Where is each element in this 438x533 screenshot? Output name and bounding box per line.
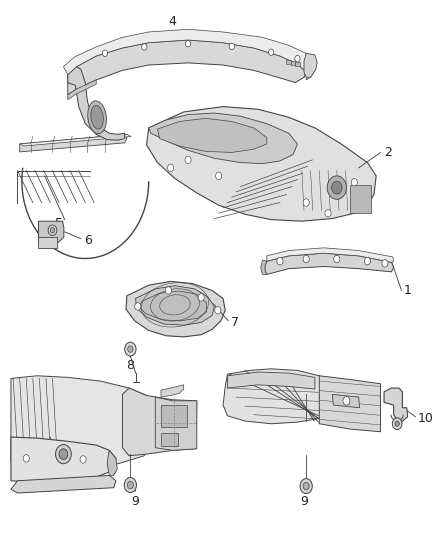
Bar (161, 433, 178, 446)
Circle shape (135, 303, 141, 310)
Bar (161, 405, 187, 427)
Polygon shape (306, 61, 315, 80)
Circle shape (332, 181, 342, 194)
Circle shape (128, 346, 133, 352)
Polygon shape (149, 113, 297, 164)
Polygon shape (11, 376, 151, 469)
Circle shape (125, 342, 136, 356)
Text: 2: 2 (384, 146, 392, 159)
Circle shape (59, 449, 68, 459)
Circle shape (215, 306, 221, 314)
Circle shape (102, 50, 108, 56)
Circle shape (142, 44, 147, 50)
Circle shape (325, 209, 331, 217)
Text: 3: 3 (44, 450, 52, 463)
Circle shape (382, 260, 388, 267)
Polygon shape (161, 385, 184, 397)
Circle shape (124, 478, 137, 492)
Polygon shape (223, 369, 335, 424)
Polygon shape (126, 281, 225, 337)
Bar (350, 185, 371, 213)
Polygon shape (139, 291, 206, 321)
Circle shape (127, 481, 134, 489)
Polygon shape (304, 53, 317, 77)
Circle shape (277, 257, 283, 265)
Polygon shape (68, 40, 306, 95)
Polygon shape (158, 118, 267, 152)
Circle shape (23, 455, 29, 462)
Polygon shape (20, 134, 131, 146)
Polygon shape (332, 394, 360, 408)
Text: 10: 10 (418, 412, 434, 425)
Circle shape (343, 397, 350, 405)
Circle shape (395, 421, 399, 426)
Circle shape (165, 287, 171, 294)
Bar (286, 60, 291, 64)
Polygon shape (68, 80, 96, 100)
Polygon shape (64, 29, 315, 75)
Text: 9: 9 (132, 495, 140, 507)
Polygon shape (68, 67, 125, 140)
Polygon shape (319, 376, 381, 432)
Circle shape (392, 418, 402, 430)
Polygon shape (261, 260, 267, 274)
Circle shape (327, 176, 346, 199)
Polygon shape (384, 388, 408, 421)
Text: 9: 9 (300, 495, 308, 507)
Ellipse shape (91, 106, 103, 129)
Polygon shape (267, 248, 394, 262)
Polygon shape (107, 450, 117, 475)
Text: 1: 1 (403, 284, 411, 297)
Circle shape (295, 55, 300, 62)
Text: 8: 8 (126, 359, 134, 372)
Circle shape (300, 479, 312, 494)
Circle shape (215, 172, 222, 180)
Polygon shape (155, 397, 197, 450)
Circle shape (56, 445, 71, 464)
Text: 5: 5 (56, 217, 64, 230)
Circle shape (303, 199, 309, 206)
Circle shape (185, 41, 191, 47)
Bar (291, 61, 295, 65)
Polygon shape (11, 437, 116, 482)
Circle shape (167, 164, 173, 172)
Polygon shape (39, 237, 57, 248)
Polygon shape (123, 388, 197, 456)
Bar (295, 62, 300, 66)
Circle shape (50, 228, 55, 233)
Polygon shape (136, 286, 214, 325)
Circle shape (303, 255, 309, 263)
Circle shape (268, 49, 274, 55)
Circle shape (198, 294, 204, 301)
Polygon shape (39, 221, 64, 243)
Polygon shape (11, 475, 116, 493)
Circle shape (80, 456, 86, 463)
Text: 6: 6 (84, 235, 92, 247)
Circle shape (48, 225, 57, 236)
Circle shape (303, 482, 309, 490)
Polygon shape (227, 372, 315, 389)
Polygon shape (20, 134, 127, 152)
Circle shape (351, 179, 357, 186)
Circle shape (185, 156, 191, 164)
Ellipse shape (88, 101, 106, 134)
Polygon shape (147, 107, 376, 221)
Text: 4: 4 (169, 15, 177, 28)
Circle shape (334, 255, 340, 263)
Text: 7: 7 (231, 316, 239, 329)
Circle shape (229, 43, 234, 50)
Circle shape (364, 257, 371, 265)
Polygon shape (265, 253, 394, 274)
